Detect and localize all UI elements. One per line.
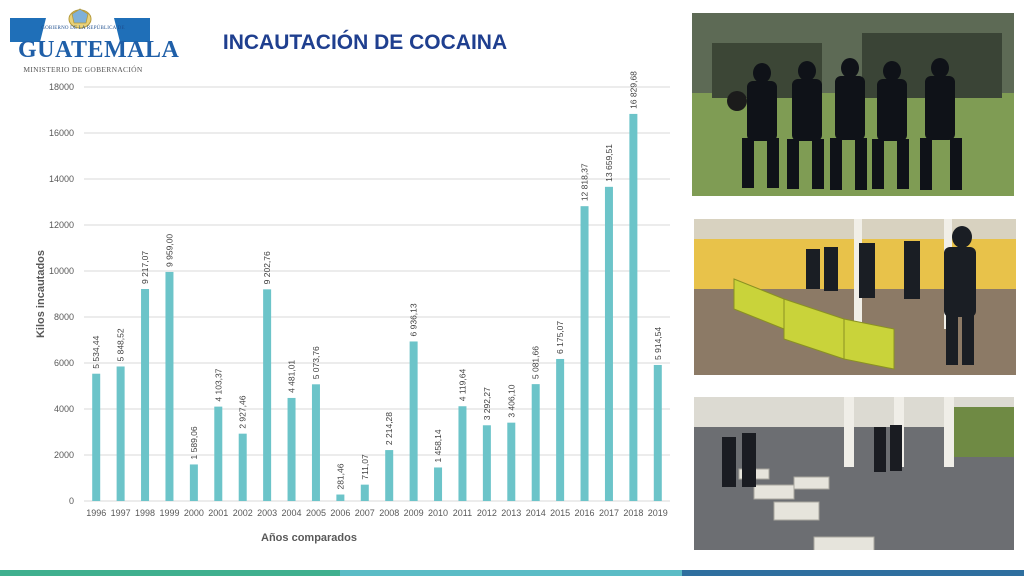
x-tick-label: 1999	[159, 508, 179, 518]
data-label: 4 481,01	[287, 360, 297, 393]
x-tick-label: 2001	[208, 508, 228, 518]
data-label: 5 914,54	[653, 327, 663, 360]
data-label: 5 081,66	[531, 346, 541, 379]
bar	[238, 433, 247, 501]
data-label: 281,46	[335, 463, 345, 489]
bar	[507, 422, 516, 501]
bar	[311, 384, 320, 501]
bar	[458, 406, 467, 501]
y-tick-label: 14000	[49, 174, 74, 184]
x-tick-label: 2015	[550, 508, 570, 518]
data-label: 5 534,44	[91, 335, 101, 368]
x-tick-label: 2019	[648, 508, 668, 518]
data-label: 9 202,76	[262, 251, 272, 284]
y-tick-label: 4000	[54, 404, 74, 414]
bar	[385, 450, 394, 501]
y-tick-label: 12000	[49, 220, 74, 230]
data-label: 5 848,52	[116, 328, 126, 361]
x-tick-label: 2009	[404, 508, 424, 518]
chart-title: INCAUTACIÓN DE COCAINA	[222, 31, 508, 54]
bar	[165, 271, 174, 501]
data-label: 12 818,37	[580, 163, 590, 201]
x-tick-label: 2005	[306, 508, 326, 518]
x-tick-label: 2003	[257, 508, 277, 518]
data-label: 1 589,06	[189, 426, 199, 459]
y-tick-label: 6000	[54, 358, 74, 368]
armed-police-squad-photo	[692, 13, 1014, 196]
bar	[116, 366, 125, 501]
bar	[629, 113, 638, 501]
x-tick-label: 2007	[355, 508, 375, 518]
data-label: 9 959,00	[164, 234, 174, 267]
y-tick-label: 10000	[49, 266, 74, 276]
data-label: 1 458,14	[433, 429, 443, 462]
bar	[604, 186, 613, 501]
bar	[360, 484, 369, 501]
bar	[287, 397, 296, 501]
data-label: 3 406,10	[506, 384, 516, 417]
footer-stripe-green	[0, 570, 340, 576]
bar	[214, 406, 223, 501]
x-tick-label: 2012	[477, 508, 497, 518]
x-tick-label: 1997	[111, 508, 131, 518]
footer-stripe-teal	[340, 570, 682, 576]
logo-sub-text: MINISTERIO DE GOBERNACIÓN	[23, 65, 143, 74]
bar	[336, 494, 345, 501]
bar	[531, 384, 540, 501]
x-tick-label: 2016	[575, 508, 595, 518]
data-label: 5 073,76	[311, 346, 321, 379]
bar	[189, 464, 198, 501]
x-tick-label: 2004	[282, 508, 302, 518]
bar	[556, 358, 565, 501]
x-tick-label: 2018	[623, 508, 643, 518]
footer-stripe-blue	[682, 570, 1024, 576]
bar	[92, 373, 101, 501]
data-label: 16 829,68	[628, 71, 638, 109]
y-tick-label: 0	[69, 496, 74, 506]
data-label: 4 119,64	[457, 369, 467, 402]
x-tick-label: 2017	[599, 508, 619, 518]
data-label: 2 214,28	[384, 412, 394, 445]
x-tick-label: 2008	[379, 508, 399, 518]
data-label: 9 217,07	[140, 251, 150, 284]
x-tick-label: 2014	[526, 508, 546, 518]
bar	[409, 341, 418, 501]
bar	[263, 289, 272, 501]
bar	[141, 289, 150, 501]
seizure-bar-chart: 0 2000 4000 6000 8000 10000 12000 14000 16000 180…	[35, 71, 670, 544]
x-tick-label: 2002	[233, 508, 253, 518]
x-axis-title: Años comparados	[261, 532, 357, 544]
data-label: 6 936,13	[409, 303, 419, 336]
y-axis-title: Kilos incautados	[35, 250, 47, 338]
y-tick-label: 16000	[49, 128, 74, 138]
bar	[580, 206, 589, 501]
bar	[653, 364, 662, 501]
x-tick-label: 2010	[428, 508, 448, 518]
seized-packages-hall-photo	[694, 219, 1016, 375]
seized-packages-floor-photo	[694, 397, 1014, 550]
x-tick-label: 1996	[86, 508, 106, 518]
bar	[482, 425, 491, 501]
footer-stripe	[0, 570, 1024, 576]
logo-small-text: GOBIERNO DE LA REPÚBLICA DE	[41, 26, 125, 31]
x-tick-label: 2000	[184, 508, 204, 518]
x-tick-label: 2011	[453, 508, 472, 518]
y-tick-label: 2000	[54, 450, 74, 460]
coat-of-arms-icon	[10, 8, 150, 42]
data-label: 6 175,07	[555, 321, 565, 354]
y-tick-label: 18000	[49, 82, 74, 92]
x-tick-label: 1998	[135, 508, 155, 518]
x-tick-label: 2013	[501, 508, 521, 518]
data-label: 4 103,37	[213, 368, 223, 401]
y-tick-label: 8000	[54, 312, 74, 322]
data-label: 13 659,51	[604, 144, 614, 182]
x-tick-label: 2006	[330, 508, 350, 518]
data-label: 3 292,27	[482, 387, 492, 420]
bar	[434, 467, 443, 501]
data-label: 2 927,46	[238, 395, 248, 428]
data-label: 711,07	[360, 454, 370, 480]
